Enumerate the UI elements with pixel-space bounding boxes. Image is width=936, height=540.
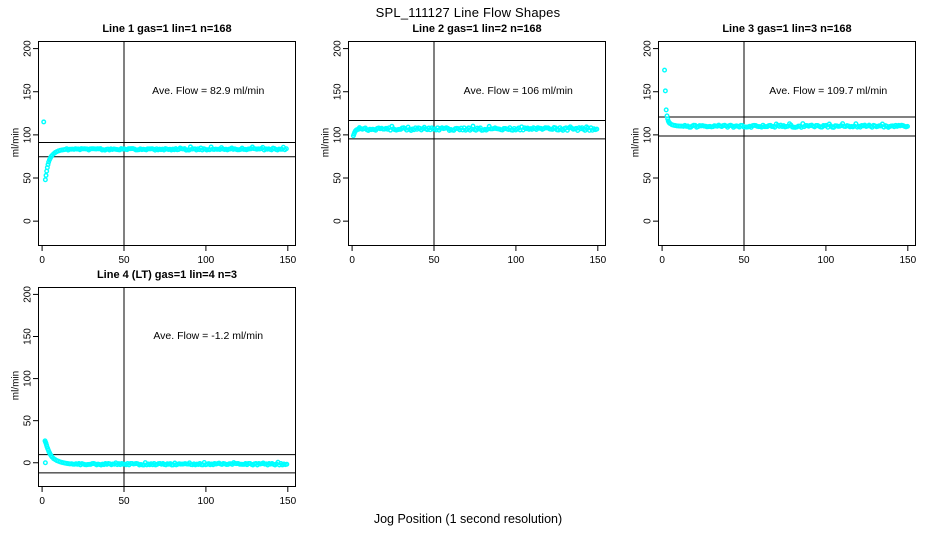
x-tick-label: 50: [738, 255, 750, 266]
axes: 0 50 100 150 0 50 100 150 200: [333, 40, 607, 266]
x-tick-label: 150: [899, 255, 916, 266]
axes: 0 50 100 150 0 50 100 150 200: [643, 40, 917, 266]
x-tick-label: 150: [279, 255, 296, 266]
data-points: [662, 67, 910, 130]
x-tick-label: 100: [818, 255, 835, 266]
reference-lines: [38, 287, 296, 487]
subplot-line-1: Line 1 gas=1 lin=1 n=168 ml/min Ave. Flo…: [11, 23, 297, 266]
average-flow-annotation: Ave. Flow = 109.7 ml/min: [769, 85, 888, 98]
y-axis-label: ml/min: [320, 127, 332, 157]
y-tick-label: 50: [23, 172, 34, 184]
figure-title: SPL_111127 Line Flow Shapes: [375, 5, 561, 20]
y-tick-label: 0: [333, 218, 344, 224]
y-tick-label: 0: [23, 218, 34, 224]
x-tick-label: 0: [39, 496, 45, 507]
y-axis-label: ml/min: [630, 127, 642, 157]
y-axis-label: ml/min: [10, 370, 22, 401]
y-axis-label: ml/min: [10, 127, 22, 157]
y-tick-label: 200: [23, 286, 34, 303]
x-tick-label: 100: [198, 255, 215, 266]
reference-lines: [348, 41, 606, 246]
y-tick-label: 150: [23, 328, 34, 345]
data-points: [41, 119, 289, 183]
x-axis-caption: Jog Position (1 second resolution): [373, 512, 563, 526]
y-tick-label: 50: [333, 172, 344, 184]
subplot-line-4: Line 4 (LT) gas=1 lin=4 n=3 ml/min Ave. …: [11, 269, 297, 507]
y-tick-label: 100: [643, 126, 654, 143]
y-tick-label: 50: [23, 415, 34, 427]
y-tick-label: 100: [23, 126, 34, 143]
x-tick-label: 50: [118, 496, 130, 507]
x-tick-label: 50: [428, 255, 440, 266]
axes: 0 50 100 150 0 50 100 150 200: [23, 286, 297, 507]
average-flow-annotation: Ave. Flow = 82.9 ml/min: [152, 85, 265, 98]
y-tick-label: 150: [23, 83, 34, 100]
plot-area-line-1: 0 50 100 150 0 50 100 150 200: [23, 40, 297, 266]
y-tick-label: 50: [643, 172, 654, 184]
y-tick-label: 200: [333, 40, 344, 57]
subplot-title: Line 1 gas=1 lin=1 n=168: [102, 23, 232, 35]
plot-area-line-2: 0 50 100 150 0 50 100 150 200: [333, 40, 607, 266]
subplot-title: Line 4 (LT) gas=1 lin=4 n=3: [96, 269, 238, 281]
x-tick-label: 100: [198, 496, 215, 507]
subplot-title: Line 2 gas=1 lin=2 n=168: [412, 23, 542, 35]
y-tick-label: 150: [333, 83, 344, 100]
plot-area-line-3: 0 50 100 150 0 50 100 150 200: [643, 40, 917, 266]
y-tick-label: 200: [643, 40, 654, 57]
y-tick-label: 0: [23, 460, 34, 466]
x-tick-label: 150: [589, 255, 606, 266]
average-flow-annotation: Ave. Flow = 106 ml/min: [463, 85, 573, 98]
axes: 0 50 100 150 0 50 100 150 200: [23, 40, 297, 266]
x-tick-label: 0: [659, 255, 665, 266]
y-tick-label: 100: [23, 370, 34, 387]
x-tick-label: 0: [349, 255, 355, 266]
x-tick-label: 150: [279, 496, 296, 507]
subplot-line-2: Line 2 gas=1 lin=2 n=168 ml/min Ave. Flo…: [321, 23, 607, 266]
data-points: [350, 123, 600, 139]
average-flow-annotation: Ave. Flow = -1.2 ml/min: [153, 330, 264, 342]
reference-lines: [658, 41, 916, 246]
y-tick-label: 150: [643, 83, 654, 100]
y-tick-label: 200: [23, 40, 34, 57]
plot-area-line-4: 0 50 100 150 0 50 100 150 200: [23, 286, 297, 507]
y-tick-label: 0: [643, 218, 654, 224]
x-tick-label: 100: [508, 255, 525, 266]
y-tick-label: 100: [333, 126, 344, 143]
subplot-line-3: Line 3 gas=1 lin=3 n=168 ml/min Ave. Flo…: [631, 23, 917, 266]
reference-lines: [38, 41, 296, 246]
x-tick-label: 0: [39, 255, 45, 266]
x-tick-label: 50: [118, 255, 130, 266]
data-points: [42, 438, 290, 468]
subplot-title: Line 3 gas=1 lin=3 n=168: [722, 23, 852, 35]
